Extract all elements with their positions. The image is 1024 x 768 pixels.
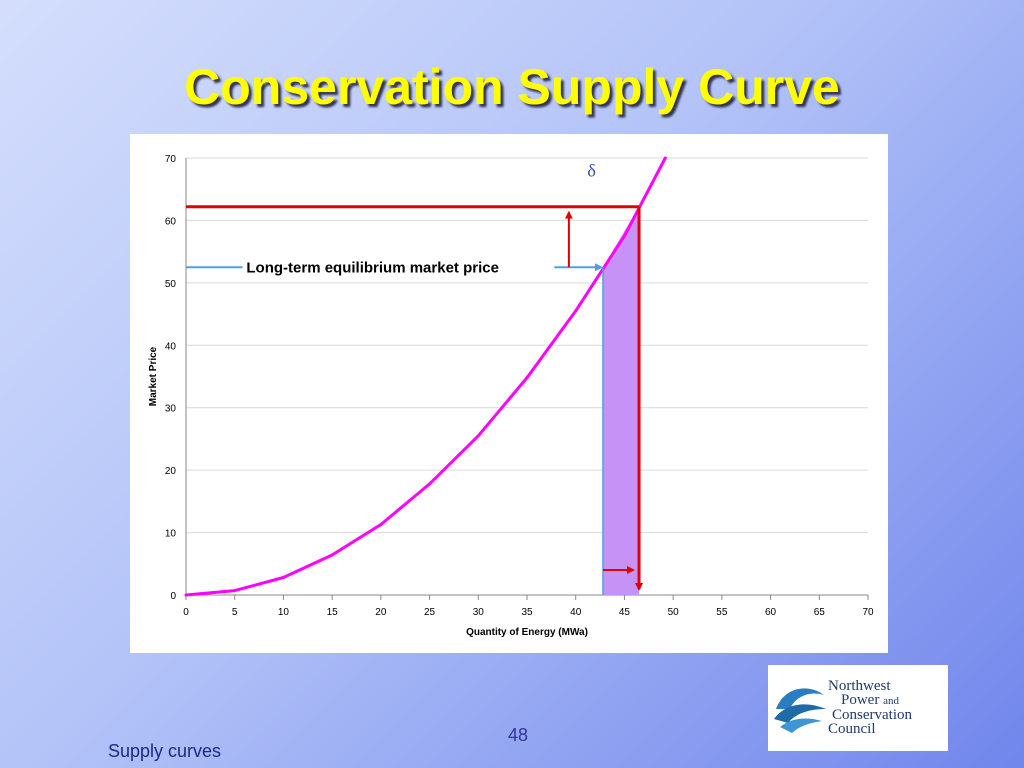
curve-data-point	[233, 589, 237, 593]
council-logo: Northwest Power and Conservation Council	[768, 665, 948, 751]
y-tick-label: 50	[165, 279, 177, 290]
x-tick-label: 40	[570, 607, 582, 618]
logo-line-power: Power and	[841, 692, 899, 708]
x-tick-label: 15	[327, 607, 339, 618]
x-tick-label: 25	[424, 607, 436, 618]
curve-data-point	[428, 482, 432, 486]
x-tick-label: 5	[232, 607, 238, 618]
y-tick-label: 30	[165, 404, 177, 415]
curve-data-point	[330, 553, 334, 557]
x-tick-label: 50	[668, 607, 680, 618]
y-axis-title: Market Price	[148, 346, 159, 406]
x-tick-label: 45	[619, 607, 631, 618]
slide-title: Conservation Supply Curve	[184, 59, 840, 115]
x-tick-label: 35	[521, 607, 533, 618]
curve-data-point	[379, 522, 383, 526]
x-tick-label: 0	[183, 607, 189, 618]
y-tick-label: 10	[165, 529, 177, 540]
slide-number: 48	[508, 725, 529, 745]
logo-line-northwest: Northwest	[828, 678, 891, 694]
logo-text: Northwest Power and Conservation Council	[828, 678, 912, 737]
footer-text: Supply curves	[108, 741, 222, 761]
curve-data-point	[574, 309, 578, 313]
curve-data-point	[525, 376, 529, 380]
y-tick-label: 0	[170, 591, 176, 602]
delta-label: δ	[587, 161, 595, 181]
curve-data-point	[184, 593, 188, 597]
curve-data-point	[476, 434, 480, 438]
logo-line-conservation: Conservation	[832, 707, 912, 723]
y-tick-label: 60	[165, 216, 177, 227]
equilibrium-label: Long-term equilibrium market price	[246, 259, 499, 276]
curve-data-point	[663, 156, 667, 160]
shaded-area	[602, 206, 640, 595]
supply-curve-chart: 0 10 20 30 40 50 60 70 0 5 10 15 20 25 30 35 40 45 50 55 60 6…	[148, 154, 874, 638]
x-axis-title: Quantity of Energy (MWa)	[466, 627, 588, 638]
chart-panel: 0 10 20 30 40 50 60 70 0 5 10 15 20 25 30 35 40 45 50 55 60 6…	[130, 134, 888, 653]
logo-line-council: Council	[828, 721, 876, 737]
x-tick-label: 65	[814, 607, 826, 618]
wave-logo-icon	[774, 688, 826, 733]
x-tick-label: 70	[862, 607, 874, 618]
y-tick-label: 20	[165, 466, 177, 477]
x-tick-label: 20	[375, 607, 387, 618]
y-tick-label: 70	[165, 154, 177, 165]
curve-data-point	[622, 234, 626, 238]
x-tick-label: 10	[278, 607, 290, 618]
x-tick-label: 55	[716, 607, 728, 618]
x-tick-label: 60	[765, 607, 777, 618]
curve-data-point	[281, 576, 285, 580]
x-tick-label: 30	[473, 607, 485, 618]
y-tick-label: 40	[165, 341, 177, 352]
supply-curve-line	[185, 157, 667, 597]
